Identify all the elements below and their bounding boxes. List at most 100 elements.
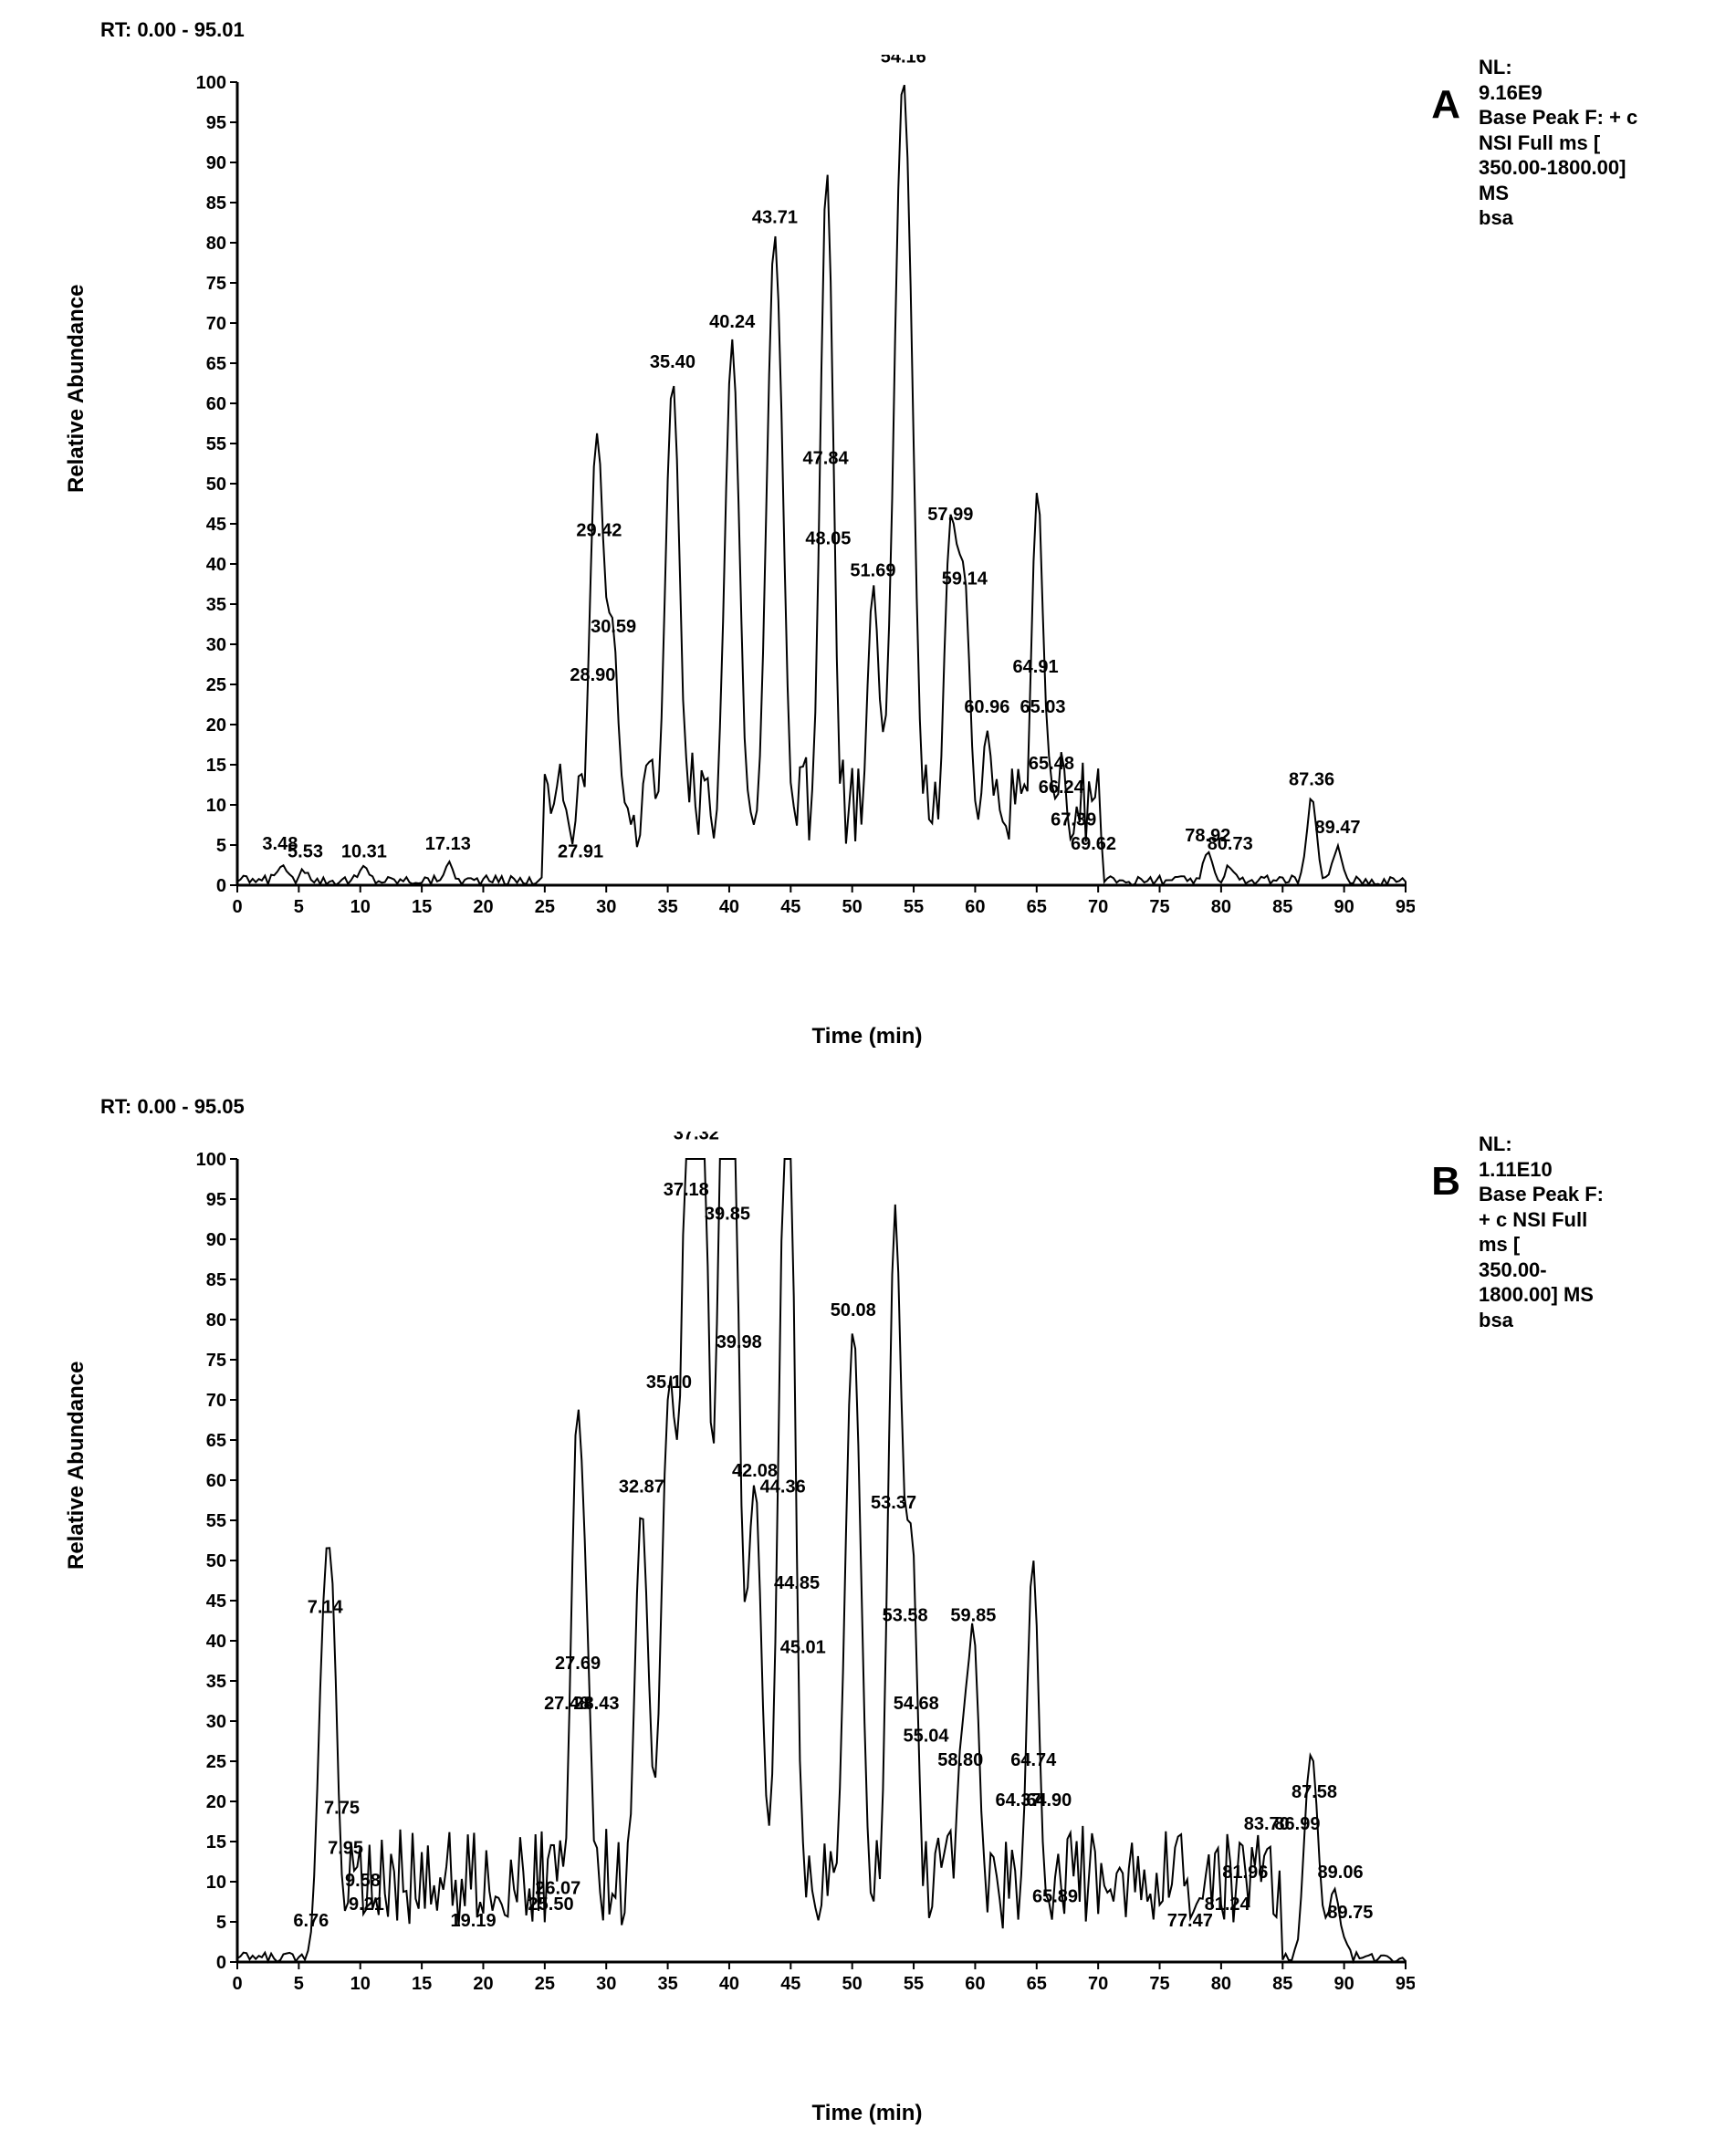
svg-text:30: 30 — [206, 1712, 226, 1732]
svg-text:87.36: 87.36 — [1289, 769, 1334, 789]
svg-text:5.53: 5.53 — [288, 842, 323, 862]
svg-text:50: 50 — [206, 1551, 226, 1571]
svg-text:64.74: 64.74 — [1010, 1750, 1057, 1770]
svg-text:90: 90 — [206, 1230, 226, 1250]
svg-text:39.98: 39.98 — [716, 1332, 762, 1352]
svg-text:65: 65 — [206, 354, 226, 374]
svg-text:54.16: 54.16 — [881, 55, 926, 67]
svg-text:57.99: 57.99 — [927, 505, 973, 525]
svg-text:55: 55 — [904, 897, 924, 917]
svg-text:20: 20 — [473, 1974, 493, 1994]
svg-text:70: 70 — [206, 314, 226, 334]
svg-text:15: 15 — [412, 897, 432, 917]
svg-text:0: 0 — [216, 1953, 226, 1973]
svg-text:87.58: 87.58 — [1292, 1782, 1337, 1802]
rt-label-a: RT: 0.00 - 95.01 — [100, 18, 245, 42]
svg-text:81.96: 81.96 — [1222, 1863, 1268, 1883]
svg-text:10: 10 — [350, 1974, 371, 1994]
svg-text:26.07: 26.07 — [535, 1879, 580, 1899]
svg-text:35: 35 — [206, 1672, 226, 1692]
svg-text:66.24: 66.24 — [1039, 778, 1085, 798]
svg-text:45: 45 — [780, 897, 800, 917]
svg-text:85: 85 — [1272, 1974, 1292, 1994]
svg-text:40: 40 — [206, 1632, 226, 1652]
svg-text:51.69: 51.69 — [850, 561, 895, 581]
svg-text:44.36: 44.36 — [760, 1477, 806, 1498]
svg-text:47.84: 47.84 — [803, 448, 850, 468]
svg-text:48.05: 48.05 — [805, 528, 851, 548]
svg-text:35: 35 — [657, 897, 677, 917]
plot-b: 0510152025303540455055606570758085909510… — [173, 1132, 1415, 2026]
svg-text:95: 95 — [1396, 1974, 1415, 1994]
svg-text:64.90: 64.90 — [1026, 1790, 1072, 1811]
x-axis-title-a: Time (min) — [64, 1024, 1670, 1049]
svg-text:5: 5 — [294, 1974, 304, 1994]
svg-text:89.06: 89.06 — [1318, 1863, 1364, 1883]
svg-text:0: 0 — [232, 897, 242, 917]
chromatogram-svg-a: 0510152025303540455055606570758085909510… — [173, 55, 1415, 949]
svg-text:28.90: 28.90 — [570, 665, 615, 685]
svg-text:7.75: 7.75 — [324, 1799, 360, 1819]
side-info-a: NL: 9.16E9 Base Peak F: + c NSI Full ms … — [1479, 55, 1670, 231]
panel-letter-b: B — [1431, 1159, 1460, 1205]
svg-text:55.04: 55.04 — [903, 1726, 949, 1746]
svg-text:19.19: 19.19 — [451, 1911, 497, 1931]
svg-text:58.80: 58.80 — [937, 1750, 983, 1770]
panel-b: RT: 0.00 - 95.05 B NL: 1.11E10 Base Peak… — [64, 1095, 1670, 2117]
svg-text:55: 55 — [206, 1511, 226, 1531]
svg-text:15: 15 — [412, 1974, 432, 1994]
svg-text:67.39: 67.39 — [1051, 809, 1096, 830]
svg-text:75: 75 — [206, 1351, 226, 1371]
svg-text:100: 100 — [196, 1150, 226, 1170]
svg-text:89.47: 89.47 — [1314, 818, 1360, 838]
svg-text:53.37: 53.37 — [871, 1493, 916, 1513]
svg-text:80: 80 — [1211, 1974, 1231, 1994]
svg-text:5: 5 — [216, 1913, 226, 1933]
svg-text:15: 15 — [206, 1832, 226, 1853]
svg-text:85: 85 — [206, 193, 226, 214]
svg-text:40: 40 — [206, 555, 226, 575]
svg-text:65: 65 — [206, 1431, 226, 1451]
svg-text:60: 60 — [206, 394, 226, 414]
side-info-b: NL: 1.11E10 Base Peak F: + c NSI Full ms… — [1479, 1132, 1670, 1332]
svg-text:100: 100 — [196, 73, 226, 93]
svg-text:5: 5 — [216, 836, 226, 856]
svg-text:59.14: 59.14 — [942, 569, 988, 589]
svg-text:0: 0 — [216, 876, 226, 896]
svg-text:27.91: 27.91 — [558, 842, 603, 862]
svg-text:60: 60 — [965, 897, 985, 917]
svg-text:15: 15 — [206, 756, 226, 776]
svg-text:9.58: 9.58 — [345, 1871, 381, 1891]
svg-text:17.13: 17.13 — [425, 834, 471, 854]
svg-text:27.69: 27.69 — [555, 1654, 601, 1674]
svg-text:55: 55 — [904, 1974, 924, 1994]
svg-text:95: 95 — [206, 113, 226, 133]
panel-letter-a: A — [1431, 82, 1460, 128]
svg-text:40.24: 40.24 — [709, 312, 756, 332]
svg-text:30.59: 30.59 — [591, 617, 636, 637]
svg-text:20: 20 — [206, 1792, 226, 1812]
svg-text:37.18: 37.18 — [664, 1180, 709, 1200]
x-axis-title-b: Time (min) — [64, 2101, 1670, 2126]
svg-text:65: 65 — [1027, 1974, 1047, 1994]
svg-text:60: 60 — [206, 1471, 226, 1491]
svg-text:43.71: 43.71 — [752, 207, 798, 227]
svg-text:54.68: 54.68 — [894, 1694, 939, 1714]
svg-text:64.91: 64.91 — [1013, 657, 1059, 677]
svg-text:20: 20 — [473, 897, 493, 917]
svg-text:75: 75 — [206, 274, 226, 294]
svg-text:40: 40 — [719, 897, 739, 917]
svg-text:32.87: 32.87 — [619, 1477, 664, 1498]
svg-text:65: 65 — [1027, 897, 1047, 917]
svg-text:95: 95 — [206, 1190, 226, 1210]
svg-text:70: 70 — [1088, 1974, 1108, 1994]
svg-text:70: 70 — [1088, 897, 1108, 917]
svg-text:80: 80 — [206, 1310, 226, 1331]
svg-text:9.21: 9.21 — [349, 1894, 384, 1915]
svg-text:86.99: 86.99 — [1274, 1814, 1320, 1834]
y-axis-title-b: Relative Abundance — [64, 1361, 89, 1570]
svg-text:39.85: 39.85 — [705, 1204, 750, 1224]
svg-text:29.42: 29.42 — [576, 521, 622, 541]
svg-text:20: 20 — [206, 715, 226, 736]
svg-text:50.08: 50.08 — [831, 1300, 876, 1320]
